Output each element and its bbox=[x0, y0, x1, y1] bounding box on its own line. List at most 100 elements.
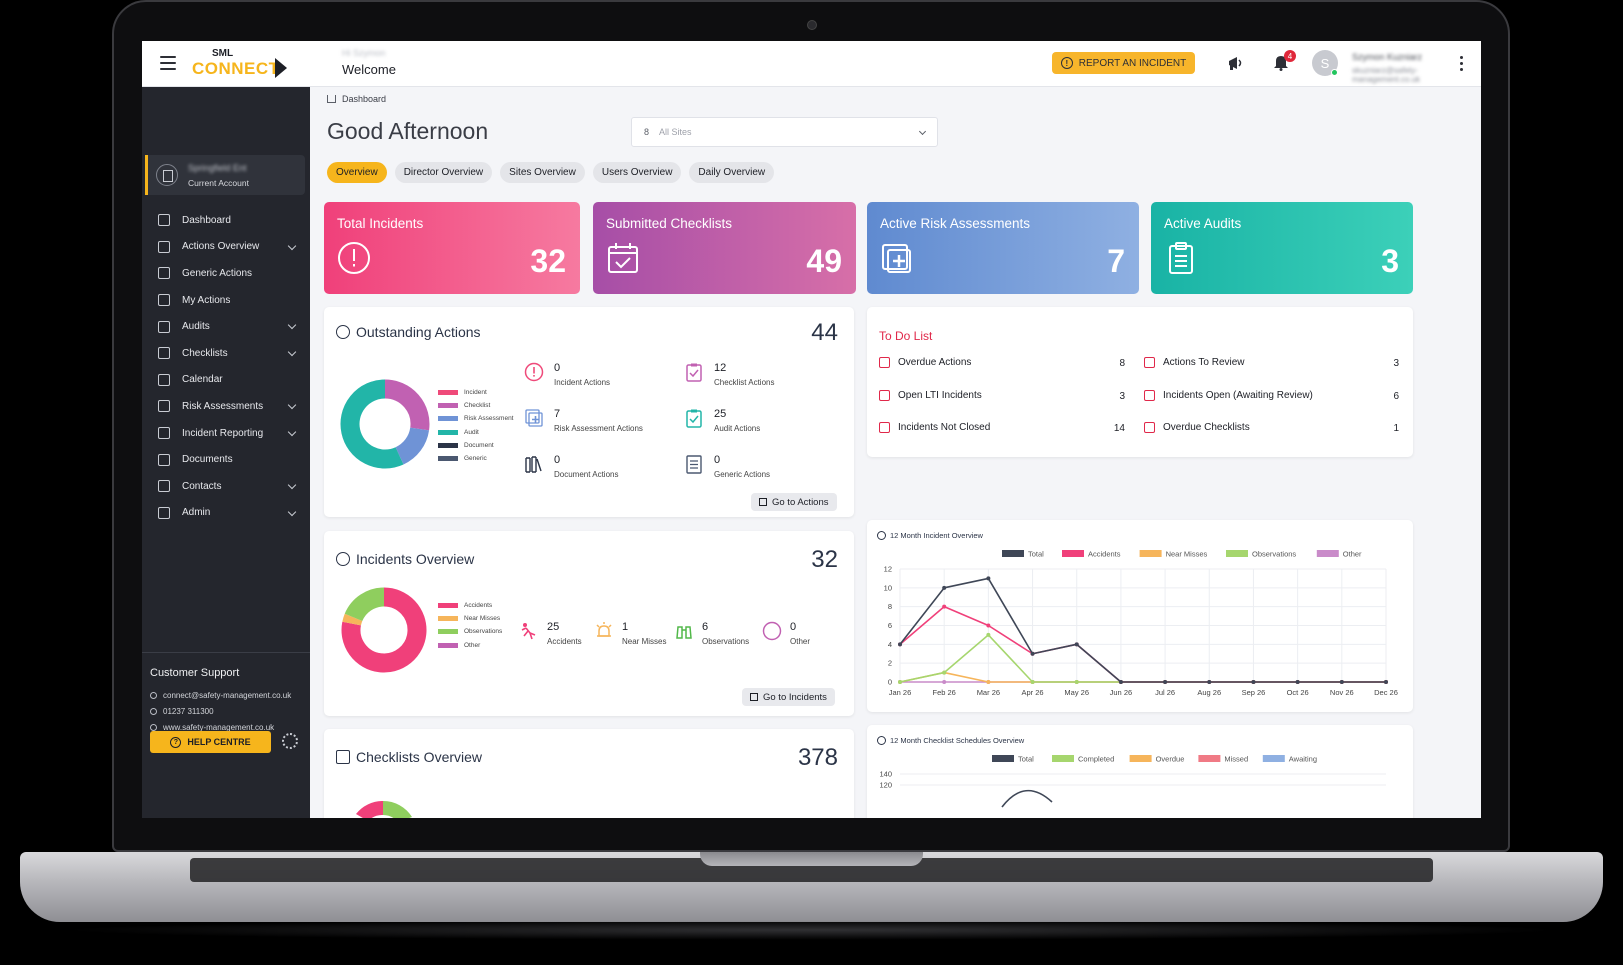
series-line-total[interactable] bbox=[899, 577, 1386, 683]
data-point[interactable] bbox=[1295, 680, 1300, 684]
todo-item-incidents-open-awaiting-review-[interactable]: Incidents Open (Awaiting Review) bbox=[1144, 389, 1313, 401]
user-name[interactable]: Szymon Kuzniarz bbox=[1352, 52, 1423, 62]
todo-item-actions-to-review[interactable]: Actions To Review bbox=[1144, 357, 1245, 368]
tab-users-overview[interactable]: Users Overview bbox=[592, 162, 682, 183]
data-point[interactable] bbox=[942, 670, 947, 675]
legend-swatch bbox=[438, 429, 458, 435]
site-select[interactable]: 8 All Sites bbox=[631, 117, 938, 147]
data-point[interactable] bbox=[942, 680, 947, 684]
action-stat-label: Incident Actions bbox=[554, 378, 611, 387]
todo-item-incidents-not-closed[interactable]: Incidents Not Closed bbox=[879, 422, 990, 433]
data-point[interactable] bbox=[986, 632, 991, 637]
data-point[interactable] bbox=[1118, 680, 1123, 684]
legend-swatch[interactable] bbox=[1129, 755, 1152, 762]
gear-icon[interactable] bbox=[282, 733, 298, 749]
legend-swatch[interactable] bbox=[1262, 755, 1285, 762]
action-stat[interactable]: 0 Generic Actions bbox=[684, 454, 770, 479]
sidebar-item-actions-overview[interactable]: Actions Overview bbox=[142, 234, 310, 261]
data-point[interactable] bbox=[942, 585, 947, 590]
legend-swatch[interactable] bbox=[1198, 755, 1221, 762]
data-point[interactable] bbox=[1339, 680, 1344, 684]
go-to-actions-button[interactable]: Go to Actions bbox=[751, 493, 837, 511]
account-switcher[interactable]: Springfield Ent Current Account bbox=[145, 155, 305, 195]
sidebar-item-documents[interactable]: Documents bbox=[142, 446, 310, 473]
legend-item: Audit bbox=[438, 426, 514, 439]
action-stat[interactable]: 7 Risk Assessment Actions bbox=[524, 408, 643, 433]
incident-stat[interactable]: 1 Near Misses bbox=[594, 621, 666, 646]
data-point[interactable] bbox=[1384, 680, 1388, 684]
series-line-total[interactable] bbox=[1001, 789, 1053, 808]
action-stat[interactable]: 0 Incident Actions bbox=[524, 362, 610, 387]
data-point[interactable] bbox=[1207, 680, 1212, 684]
sidebar-item-contacts[interactable]: Contacts bbox=[142, 473, 310, 500]
data-point[interactable] bbox=[1030, 651, 1035, 656]
megaphone-icon[interactable] bbox=[1227, 55, 1245, 71]
legend-swatch[interactable] bbox=[1052, 755, 1074, 762]
legend-swatch bbox=[438, 642, 458, 648]
series-line-observations[interactable] bbox=[899, 634, 1386, 683]
data-point[interactable] bbox=[1163, 680, 1168, 684]
go-to-incidents-button[interactable]: Go to Incidents bbox=[742, 688, 835, 706]
action-stat[interactable]: 12 Checklist Actions bbox=[684, 362, 774, 387]
sidebar-item-admin[interactable]: Admin bbox=[142, 500, 310, 527]
data-point[interactable] bbox=[898, 680, 902, 684]
help-centre-button[interactable]: ? HELP CENTRE bbox=[150, 731, 271, 753]
hamburger-menu-icon[interactable] bbox=[160, 56, 176, 70]
donut-slice[interactable] bbox=[344, 587, 385, 622]
support-website[interactable]: www.safety-management.co.uk bbox=[150, 719, 310, 735]
sidebar-item-incident-reporting[interactable]: Incident Reporting bbox=[142, 420, 310, 447]
donut-slice[interactable] bbox=[342, 613, 363, 626]
action-stat[interactable]: 0 Document Actions bbox=[524, 454, 618, 479]
legend-swatch[interactable] bbox=[1226, 550, 1248, 557]
data-point[interactable] bbox=[898, 642, 902, 647]
todo-item-open-lti-incidents[interactable]: Open LTI Incidents bbox=[879, 389, 982, 401]
donut-slice[interactable] bbox=[340, 379, 404, 469]
support-phone[interactable]: 01237 311300 bbox=[150, 703, 310, 719]
donut-slice[interactable] bbox=[341, 587, 427, 673]
report-incident-button[interactable]: ! REPORT AN INCIDENT bbox=[1052, 52, 1195, 74]
kpi-submitted-checklists[interactable]: Submitted Checklists 49 bbox=[593, 202, 856, 294]
legend-swatch[interactable] bbox=[1062, 550, 1084, 557]
data-point[interactable] bbox=[1030, 680, 1035, 684]
incident-stat[interactable]: 0 Other bbox=[762, 621, 810, 646]
tab-daily-overview[interactable]: Daily Overview bbox=[689, 162, 775, 183]
donut-slice[interactable] bbox=[395, 427, 430, 465]
sidebar-item-risk-assessments[interactable]: Risk Assessments bbox=[142, 393, 310, 420]
incident-stat[interactable]: 6 Observations bbox=[674, 621, 749, 646]
todo-item-overdue-actions[interactable]: Overdue Actions bbox=[879, 357, 971, 368]
sidebar-item-calendar[interactable]: Calendar bbox=[142, 367, 310, 394]
legend-swatch[interactable] bbox=[1002, 550, 1024, 557]
data-point[interactable] bbox=[986, 576, 991, 581]
sidebar-item-audits[interactable]: Audits bbox=[142, 313, 310, 340]
tab-overview[interactable]: Overview bbox=[327, 162, 387, 183]
data-point[interactable] bbox=[942, 604, 947, 609]
donut-slice[interactable] bbox=[384, 379, 430, 431]
chevron-down-icon bbox=[287, 400, 297, 410]
data-point[interactable] bbox=[986, 680, 991, 684]
sidebar-item-checklists[interactable]: Checklists bbox=[142, 340, 310, 367]
legend-swatch[interactable] bbox=[992, 755, 1014, 762]
todo-item-overdue-checklists[interactable]: Overdue Checklists bbox=[1144, 422, 1250, 433]
home-icon[interactable] bbox=[327, 95, 336, 103]
data-point[interactable] bbox=[1251, 680, 1256, 684]
data-point[interactable] bbox=[1074, 680, 1079, 684]
incident-stat[interactable]: 25 Accidents bbox=[519, 621, 582, 646]
kpi-active-audits[interactable]: Active Audits 3 bbox=[1151, 202, 1413, 294]
data-point[interactable] bbox=[1074, 642, 1079, 647]
kpi-active-risk-assessments[interactable]: Active Risk Assessments 7 bbox=[867, 202, 1139, 294]
legend-swatch[interactable] bbox=[1316, 550, 1339, 557]
action-stat[interactable]: 25 Audit Actions bbox=[684, 408, 760, 433]
more-vertical-icon[interactable] bbox=[1460, 56, 1464, 72]
support-email[interactable]: connect@safety-management.co.uk bbox=[150, 687, 310, 703]
sidebar-item-my-actions[interactable]: My Actions bbox=[142, 287, 310, 314]
tab-director-overview[interactable]: Director Overview bbox=[394, 162, 493, 183]
kpi-total-incidents[interactable]: Total Incidents 32 bbox=[324, 202, 580, 294]
app-logo[interactable]: SML CONNECT bbox=[192, 48, 292, 80]
series-line-near-misses[interactable] bbox=[899, 671, 1386, 683]
welcome-title: Welcome bbox=[342, 62, 396, 77]
data-point[interactable] bbox=[986, 623, 991, 628]
sidebar-item-dashboard[interactable]: Dashboard bbox=[142, 207, 310, 234]
tab-sites-overview[interactable]: Sites Overview bbox=[500, 162, 585, 183]
legend-swatch[interactable] bbox=[1139, 550, 1162, 557]
sidebar-item-generic-actions[interactable]: Generic Actions bbox=[142, 260, 310, 287]
